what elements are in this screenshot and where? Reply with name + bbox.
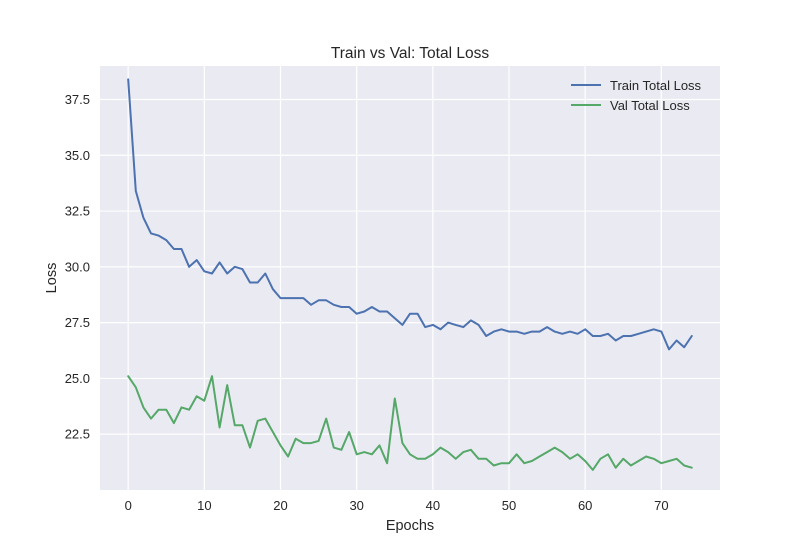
plot-background — [100, 66, 720, 490]
y-tick-label: 22.5 — [65, 427, 90, 442]
y-tick-label: 37.5 — [65, 92, 90, 107]
y-axis-label: Loss — [44, 263, 60, 294]
x-tick-label: 30 — [349, 498, 363, 513]
x-tick-label: 60 — [578, 498, 592, 513]
legend-label-train: Train Total Loss — [610, 78, 702, 93]
series-lines — [127, 78, 693, 471]
chart-title: Train vs Val: Total Loss — [331, 45, 489, 62]
y-tick-label: 35.0 — [65, 148, 90, 163]
x-tick-label: 50 — [502, 498, 516, 513]
x-axis-label: Epochs — [386, 518, 434, 534]
y-tick-label: 32.5 — [65, 204, 90, 219]
y-tick-label: 30.0 — [65, 259, 90, 274]
legend: Train Total Loss Val Total Loss — [571, 78, 702, 113]
x-tick-labels: 0 10 20 30 40 50 60 70 — [125, 498, 669, 513]
y-tick-labels: 22.5 25.0 27.5 30.0 32.5 35.0 37.5 — [65, 92, 90, 442]
legend-label-val: Val Total Loss — [610, 98, 690, 113]
x-tick-label: 20 — [273, 498, 287, 513]
x-tick-label: 10 — [197, 498, 211, 513]
y-tick-label: 25.0 — [65, 371, 90, 386]
train-total-loss-line — [127, 78, 693, 351]
val-total-loss-line — [127, 375, 693, 471]
grid — [100, 66, 720, 490]
y-tick-label: 27.5 — [65, 315, 90, 330]
x-tick-label: 40 — [426, 498, 440, 513]
x-tick-label: 70 — [654, 498, 668, 513]
x-tick-label: 0 — [125, 498, 132, 513]
